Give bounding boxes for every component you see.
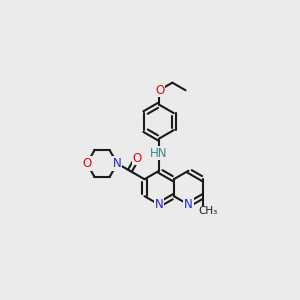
Text: HN: HN — [150, 146, 167, 160]
Text: O: O — [132, 152, 142, 165]
Text: CH₃: CH₃ — [198, 206, 218, 216]
Text: O: O — [155, 84, 164, 97]
Text: N: N — [184, 198, 193, 211]
Text: O: O — [82, 157, 92, 170]
Text: N: N — [155, 198, 164, 211]
Text: N: N — [113, 157, 122, 170]
